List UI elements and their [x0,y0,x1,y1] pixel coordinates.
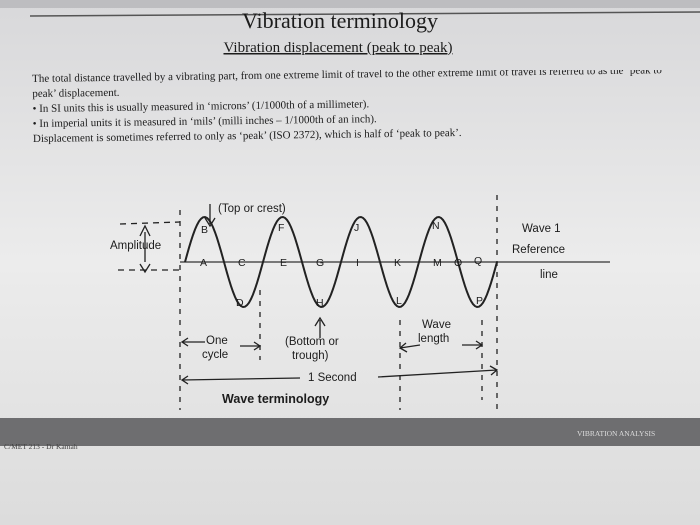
text-block: The total distance travelled by a vibrat… [32,70,662,145]
point-letter: G [316,257,324,269]
label: length [418,333,449,345]
amplitude-arrow [139,224,151,274]
point-letter: P [476,295,483,307]
label: Wave 1 [522,223,561,235]
title-rule [29,11,700,17]
point-letter: K [394,257,401,269]
wave-diagram [118,195,610,410]
footer-right: VIBRATION ANALYSIS [577,429,655,438]
diagram-labels: (Top or crest) Amplitude Wave 1 Referenc… [110,203,565,406]
point-letter: F [278,222,284,234]
point-letter: D [236,297,244,309]
point-letter: C [238,257,246,269]
point-letter: O [454,257,462,269]
second-arrow [180,365,499,385]
label: Reference [512,244,565,256]
point-letter: N [432,220,440,232]
top-band [0,0,700,8]
wavelength-arrow [398,340,484,353]
footer-left: C/MET 213 - Dr Kamah [4,442,78,451]
point-letter: I [356,257,359,269]
label: (Top or crest) [218,203,286,215]
trough-arrow [314,316,326,338]
wave [184,215,498,309]
point-letter: J [354,222,359,234]
cycle-arrow [180,337,262,351]
point-letter: M [433,257,442,269]
label: One [206,335,228,347]
label: cycle [202,349,228,361]
label: line [540,269,558,281]
subtitle: Vibration displacement (peak to peak) [223,40,452,56]
label: 1 Second [308,372,357,384]
label: (Bottom or [285,336,339,348]
label: Amplitude [110,240,161,252]
crest-arrow [204,204,216,228]
point-letter: Q [474,255,482,267]
point-letter: B [201,224,208,236]
footer-band [0,418,700,446]
point-letter: H [316,297,324,309]
point-letter: E [280,257,287,269]
point-letter: L [396,295,402,307]
caption: Wave terminology [222,392,329,406]
point-letter: A [200,257,207,269]
label: trough) [292,350,329,362]
title: Vibration terminology [242,8,438,33]
label: Wave [422,319,451,331]
